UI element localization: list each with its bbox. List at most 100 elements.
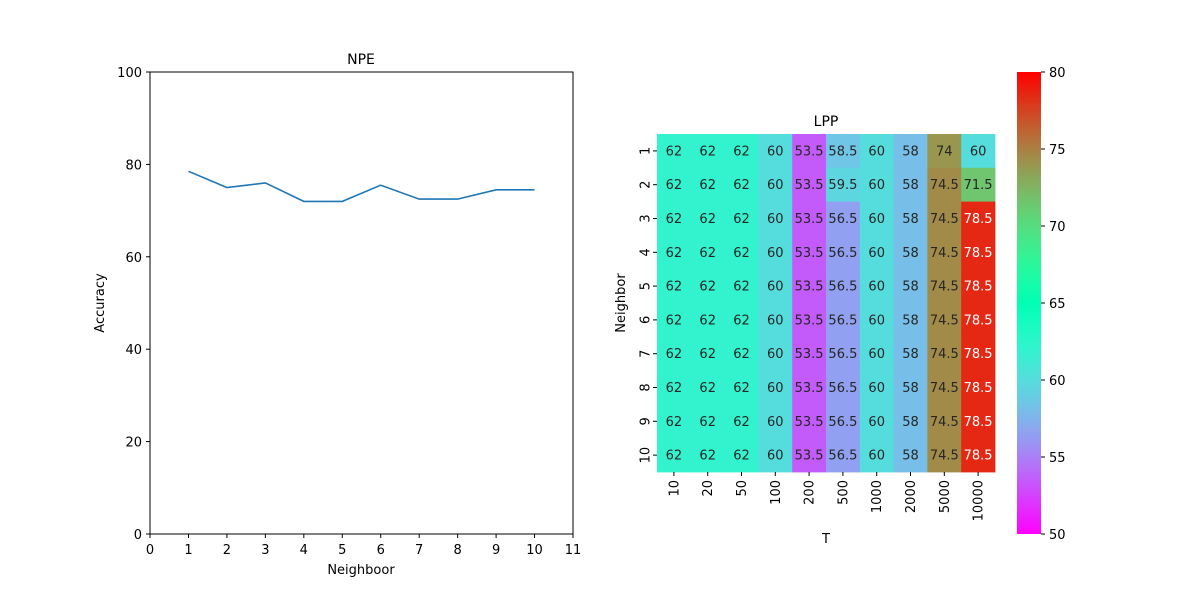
lpp-cell bbox=[826, 269, 861, 304]
lpp-cell bbox=[859, 336, 894, 371]
lpp-cell-label: 60 bbox=[868, 212, 885, 227]
colorbar-tick-label: 80 bbox=[1049, 66, 1066, 81]
lpp-cell-label: 78.5 bbox=[964, 280, 993, 295]
lpp-cell-label: 60 bbox=[868, 178, 885, 193]
lpp-cell bbox=[792, 134, 827, 169]
lpp-cell bbox=[758, 269, 793, 304]
npe-x-axis-label: Neighboor bbox=[327, 563, 395, 578]
lpp-axis-ticks: 10 20 50 100 200 500 1000 2000 5000 10000 1 2 3 4 5 6 7 8… bbox=[639, 147, 987, 522]
lpp-cell bbox=[690, 201, 725, 236]
lpp-cell-label: 62 bbox=[699, 313, 716, 328]
lpp-cell bbox=[961, 134, 996, 169]
colorbar-scale bbox=[1017, 72, 1041, 534]
lpp-cell bbox=[690, 134, 725, 169]
lpp-cell-label: 60 bbox=[868, 415, 885, 430]
npe-series-line bbox=[188, 170, 535, 203]
lpp-cell bbox=[893, 370, 928, 405]
lpp-cell bbox=[758, 404, 793, 439]
lpp-cell bbox=[758, 336, 793, 371]
lpp-cell bbox=[826, 303, 861, 338]
npe-plot-area bbox=[188, 170, 535, 203]
lpp-cell-label: 56.5 bbox=[828, 313, 857, 328]
lpp-cell-label: 58 bbox=[902, 280, 919, 295]
lpp-cell bbox=[724, 167, 759, 202]
lpp-cell-label: 58 bbox=[902, 381, 919, 396]
colorbar-tick-label: 50 bbox=[1049, 528, 1066, 543]
lpp-y-tick-label: 8 bbox=[639, 383, 654, 391]
lpp-cell bbox=[724, 303, 759, 338]
lpp-cell-label: 78.5 bbox=[964, 212, 993, 227]
lpp-cell bbox=[859, 235, 894, 270]
lpp-cell bbox=[859, 201, 894, 236]
lpp-cell-label: 60 bbox=[767, 347, 784, 362]
lpp-cell bbox=[657, 303, 692, 338]
lpp-cell bbox=[758, 235, 793, 270]
lpp-cell bbox=[690, 438, 725, 473]
lpp-cell bbox=[657, 269, 692, 304]
lpp-cell-label: 60 bbox=[767, 144, 784, 159]
lpp-x-tick-label: 500 bbox=[836, 480, 851, 505]
lpp-cell-label: 74.5 bbox=[930, 178, 959, 193]
lpp-cell bbox=[927, 336, 962, 371]
lpp-cell bbox=[961, 167, 996, 202]
lpp-cell bbox=[859, 303, 894, 338]
lpp-cell-label: 62 bbox=[699, 246, 716, 261]
lpp-cell-label: 60 bbox=[970, 144, 987, 159]
lpp-cell-label: 74.5 bbox=[930, 313, 959, 328]
lpp-cell-label: 74 bbox=[936, 144, 953, 159]
lpp-cell bbox=[961, 336, 996, 371]
lpp-cell-label: 60 bbox=[767, 212, 784, 227]
npe-axes-frame bbox=[149, 71, 574, 535]
lpp-cell-label: 58 bbox=[902, 449, 919, 464]
lpp-cell bbox=[724, 134, 759, 169]
npe-y-axis-label: Accuracy bbox=[93, 273, 108, 333]
lpp-cell bbox=[893, 438, 928, 473]
lpp-cell bbox=[826, 167, 861, 202]
lpp-cell-label: 60 bbox=[767, 381, 784, 396]
lpp-cell bbox=[758, 438, 793, 473]
lpp-cell-label: 62 bbox=[733, 313, 750, 328]
lpp-cell-label: 56.5 bbox=[828, 280, 857, 295]
colorbar-tick-label: 60 bbox=[1049, 374, 1066, 389]
lpp-cell-label: 58 bbox=[902, 313, 919, 328]
lpp-y-tick-label: 3 bbox=[639, 214, 654, 222]
lpp-cell bbox=[758, 370, 793, 405]
lpp-cell bbox=[690, 269, 725, 304]
npe-x-tick-label: 9 bbox=[492, 543, 500, 558]
lpp-cell bbox=[893, 201, 928, 236]
lpp-cell bbox=[724, 269, 759, 304]
npe-x-tick-label: 10 bbox=[526, 543, 543, 558]
lpp-cell bbox=[961, 370, 996, 405]
lpp-cell bbox=[826, 438, 861, 473]
colorbar: 50 55 60 65 70 75 80 bbox=[1017, 66, 1066, 543]
lpp-cell-label: 74.5 bbox=[930, 449, 959, 464]
lpp-cell-label: 56.5 bbox=[828, 212, 857, 227]
colorbar-tick-label: 75 bbox=[1049, 143, 1066, 158]
lpp-x-tick-label: 10 bbox=[667, 480, 682, 497]
lpp-cell-label: 78.5 bbox=[964, 449, 993, 464]
lpp-cell bbox=[657, 438, 692, 473]
lpp-cell-label: 62 bbox=[733, 178, 750, 193]
lpp-y-tick-label: 10 bbox=[639, 447, 654, 464]
colorbar-tick-label: 65 bbox=[1049, 297, 1066, 312]
lpp-cell-label: 60 bbox=[767, 178, 784, 193]
lpp-cell-label: 58 bbox=[902, 212, 919, 227]
lpp-x-tick-label: 100 bbox=[769, 480, 784, 505]
lpp-cell-label: 60 bbox=[868, 347, 885, 362]
lpp-cell bbox=[792, 167, 827, 202]
lpp-cell bbox=[657, 134, 692, 169]
lpp-x-tick-label: 1000 bbox=[870, 480, 885, 513]
lpp-cell-label: 62 bbox=[666, 246, 683, 261]
lpp-x-tick-label: 20 bbox=[701, 480, 716, 497]
lpp-cell bbox=[758, 167, 793, 202]
lpp-cell-label: 60 bbox=[767, 313, 784, 328]
lpp-cell-label: 56.5 bbox=[828, 381, 857, 396]
lpp-cell-label: 74.5 bbox=[930, 347, 959, 362]
lpp-cell-label: 62 bbox=[699, 280, 716, 295]
lpp-cell bbox=[792, 303, 827, 338]
lpp-cell-label: 60 bbox=[868, 246, 885, 261]
lpp-cell bbox=[859, 269, 894, 304]
lpp-cell-label: 62 bbox=[699, 178, 716, 193]
lpp-cell bbox=[927, 134, 962, 169]
